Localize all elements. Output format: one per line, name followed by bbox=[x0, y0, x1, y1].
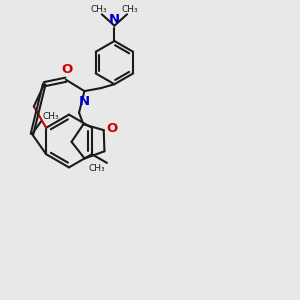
Text: N: N bbox=[79, 95, 90, 108]
Text: O: O bbox=[61, 63, 72, 76]
Text: CH₃: CH₃ bbox=[88, 164, 105, 173]
Text: CH₃: CH₃ bbox=[122, 5, 138, 14]
Text: CH₃: CH₃ bbox=[91, 5, 107, 14]
Text: CH₃: CH₃ bbox=[42, 112, 59, 121]
Text: N: N bbox=[109, 13, 120, 26]
Text: O: O bbox=[107, 122, 118, 135]
